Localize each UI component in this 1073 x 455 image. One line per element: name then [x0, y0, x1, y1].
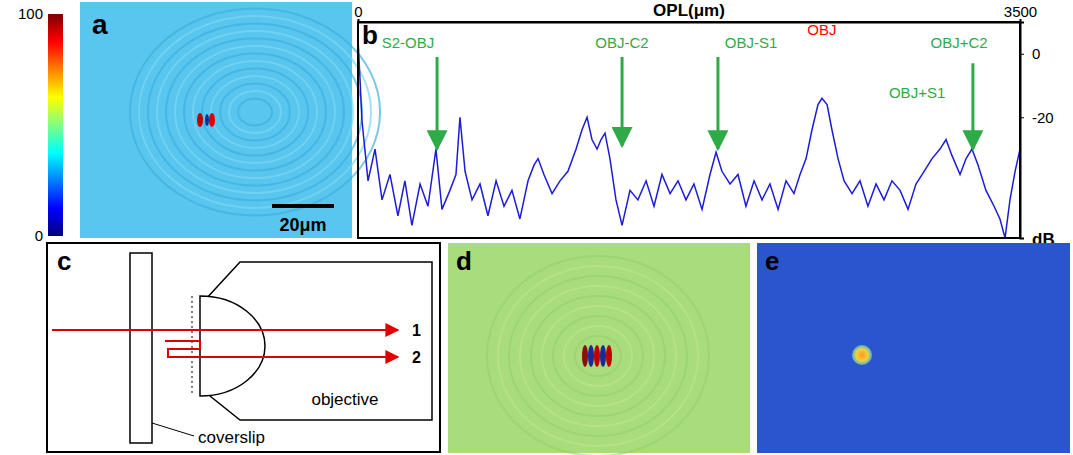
fringe [184, 54, 326, 171]
fringe [202, 69, 308, 156]
y-tick: 0 [1020, 45, 1040, 62]
fringe [211, 76, 299, 148]
fringe [139, 16, 371, 208]
fringe [498, 266, 698, 446]
y-tick: -20 [1020, 109, 1054, 126]
objective-lens [200, 296, 265, 396]
y-tick-label: 0 [1032, 45, 1040, 62]
fringe [520, 286, 676, 426]
annotation: OBJ [807, 21, 836, 38]
x-tick-label: 3500 [1004, 3, 1037, 20]
objective-label: objective [311, 390, 378, 409]
spot [209, 113, 215, 127]
fringe [130, 9, 380, 216]
coverslip [130, 253, 152, 443]
fringe [553, 316, 643, 396]
image-background [448, 243, 750, 453]
scale-bar [272, 204, 334, 208]
y-tick-label: -20 [1032, 109, 1054, 126]
panel-d: d [448, 243, 750, 455]
colorbar-tick: 0 [35, 227, 45, 244]
colorbar-tick-label: 0 [35, 227, 43, 244]
annotation-arrow [716, 57, 719, 149]
panel-letter: c [57, 246, 71, 276]
figure: a20μm010003500OPL(μm)0-20dBbS2-OBJOBJ-C2… [0, 0, 1073, 455]
ray-1 [52, 329, 398, 331]
panel-b: 03500OPL(μm)0-20dBbS2-OBJOBJ-C2OBJ-S1OBJ… [354, 1, 1054, 249]
ray-2 [165, 341, 398, 357]
y-axis: 0 -20 [1020, 23, 1054, 239]
fringe [148, 24, 362, 201]
image-background [757, 243, 1070, 453]
colorbar-tick: 100 [18, 5, 45, 22]
panel-letter: b [362, 20, 378, 50]
annotation: OBJ-C2 [595, 34, 648, 51]
spot [197, 113, 203, 127]
plot-frame [358, 22, 1020, 238]
fringe [575, 336, 621, 376]
x-axis-title: OPL(μm) [653, 1, 725, 20]
panel-letter: a [92, 9, 108, 40]
annotation: OBJ-S1 [725, 34, 778, 51]
spot [606, 345, 612, 367]
y-tick-mark [1020, 117, 1024, 118]
spot [588, 345, 594, 367]
leader-line [152, 423, 194, 436]
spot [582, 345, 588, 367]
spot [205, 114, 209, 126]
spot [594, 345, 600, 367]
fringe [229, 91, 281, 133]
fringe [564, 326, 632, 386]
fringe [175, 46, 335, 178]
coverslip-label: coverslip [198, 428, 265, 447]
colorbar-tick-label: 100 [18, 5, 43, 22]
axis-line [1021, 23, 1025, 239]
panel-c: c 1 2 objective coverslip [47, 243, 440, 452]
panel-a: a 20μm 0 100 [18, 2, 380, 244]
annotation: OBJ+C2 [931, 34, 988, 51]
panel-letter: e [765, 246, 779, 276]
panel-letter: d [456, 246, 472, 276]
y-tick-mark [1020, 54, 1024, 55]
ray-label: 1 [412, 322, 421, 339]
fringes [130, 9, 380, 216]
x-tick: 3500 [1004, 3, 1037, 22]
colorbar-axis: 0 100 [18, 5, 45, 244]
spot [600, 345, 606, 367]
fringe [157, 31, 353, 193]
fringe [487, 256, 709, 455]
annotation-arrow [971, 63, 974, 149]
ray-label: 2 [412, 349, 421, 366]
data-line [358, 38, 1020, 238]
annotation: S2-OBJ [382, 34, 435, 51]
colorbar [48, 14, 63, 236]
panel-frame [47, 243, 440, 452]
plot-area [358, 38, 1020, 238]
x-tick-label: 0 [354, 3, 362, 20]
fringe [220, 84, 290, 141]
annotation: OBJ+S1 [889, 84, 945, 101]
annotation-arrow [436, 57, 439, 149]
fringe [238, 99, 272, 126]
panel-e: e [757, 243, 1070, 453]
fringe [193, 61, 317, 163]
focal-plane [192, 296, 193, 396]
annotations: S2-OBJ OBJ-C2 OBJ-S1 OBJ OBJ+C2 OBJ+S1 [382, 21, 988, 149]
scale-bar-label: 20μm [279, 215, 326, 235]
fringe [531, 296, 665, 416]
spot [852, 345, 872, 365]
fringe [542, 306, 654, 406]
fringe [509, 276, 687, 436]
fringe [166, 39, 344, 186]
annotation-arrow [621, 57, 624, 146]
